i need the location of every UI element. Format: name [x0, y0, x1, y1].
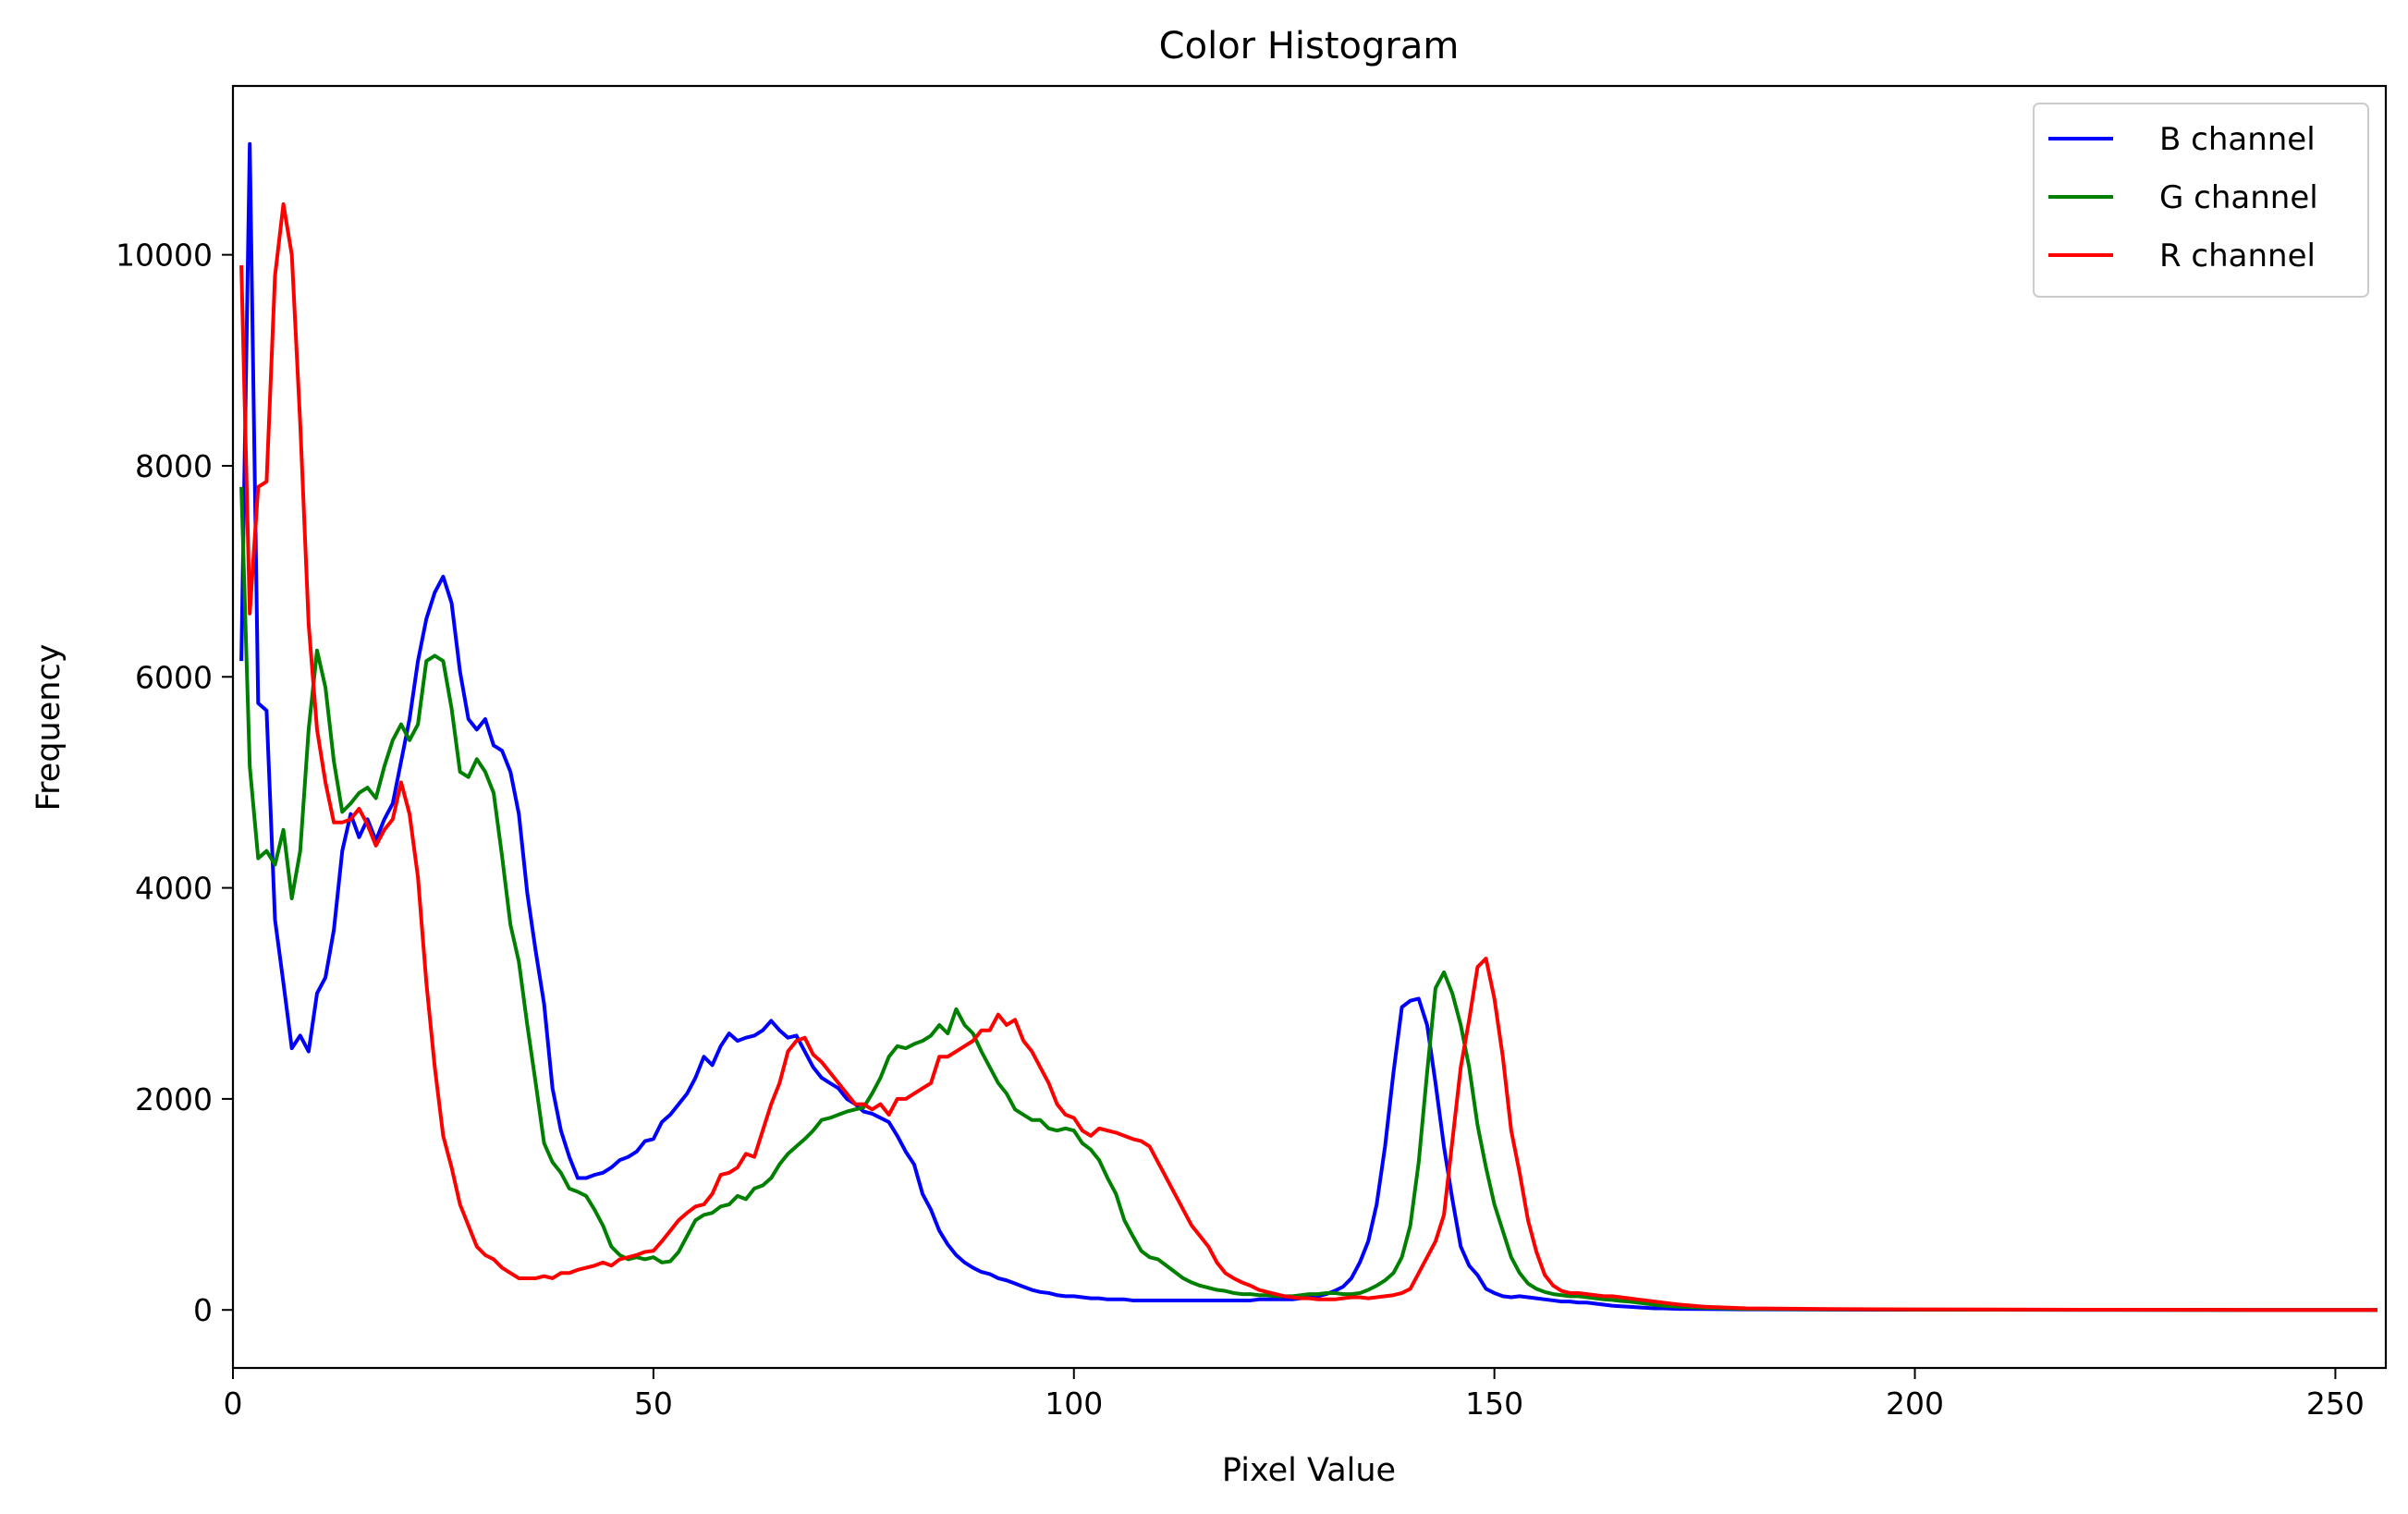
y-tick-label: 0: [193, 1292, 213, 1328]
legend: B channel G channel R channel: [2033, 103, 2369, 298]
chart-title: Color Histogram: [1159, 25, 1460, 67]
y-axis-label: Frequency: [31, 644, 67, 812]
axes-layer: 0 50 100 150 200 250 0 2000 4000 6000 8000 10000: [116, 84, 2388, 1422]
x-tick-label: 0: [224, 1386, 243, 1422]
y-tick-label: 4000: [135, 871, 213, 907]
y-tick-label: 8000: [135, 448, 213, 484]
plot-area: [233, 86, 2386, 1368]
x-axis-label: Pixel Value: [1222, 1452, 1396, 1489]
plot-frame: [231, 84, 2388, 1370]
series-layer: [239, 141, 2377, 1313]
x-tick-label: 250: [2306, 1386, 2365, 1422]
series-line-g: [239, 486, 2377, 1313]
y-tick-label: 2000: [135, 1081, 213, 1117]
x-tick-label: 150: [1465, 1386, 1523, 1422]
legend-label-b: B channel: [2159, 121, 2316, 158]
series-line-b: [239, 141, 2377, 1313]
x-tick-label: 100: [1045, 1386, 1103, 1422]
series-line-r: [239, 201, 2377, 1313]
x-tick-label: 50: [634, 1386, 673, 1422]
y-tick-label: 6000: [135, 659, 213, 695]
x-tick-label: 200: [1886, 1386, 1944, 1422]
y-tick-label: 10000: [116, 238, 213, 274]
legend-box: [2033, 103, 2369, 298]
legend-label-g: G channel: [2159, 179, 2318, 216]
legend-label-r: R channel: [2159, 238, 2316, 275]
plot-background: [233, 86, 2386, 1368]
